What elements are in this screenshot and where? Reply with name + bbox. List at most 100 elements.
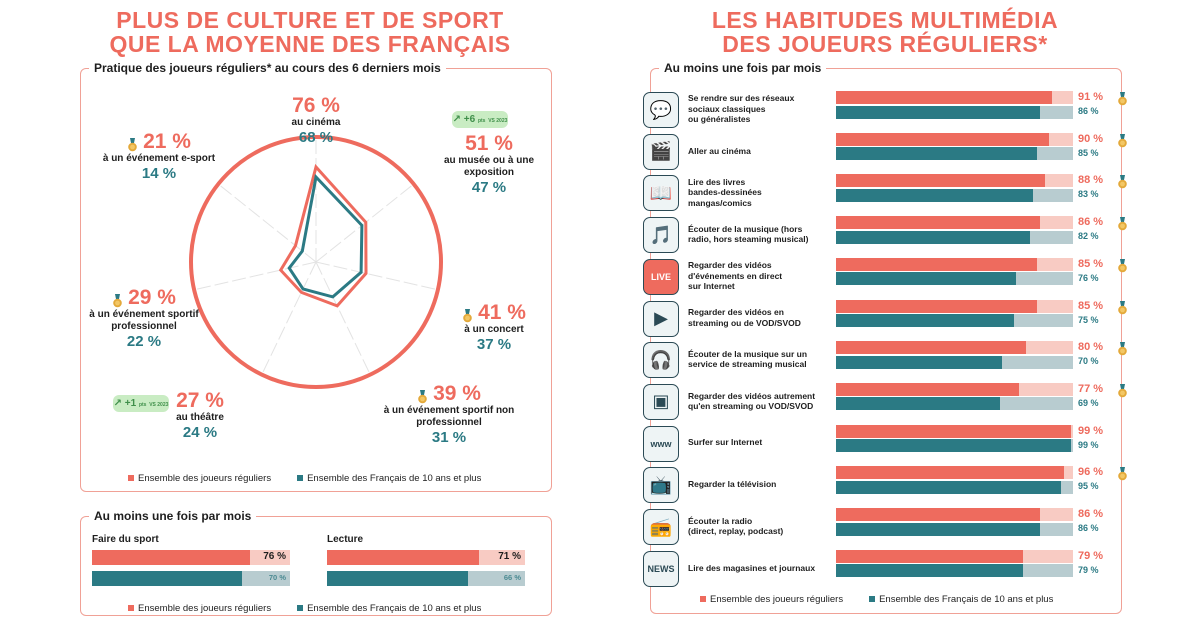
headphones-icon: 🎧 <box>643 342 679 379</box>
right-title-line1: LES HABITUDES MULTIMÉDIA <box>711 7 1059 33</box>
medal-icon <box>112 291 123 308</box>
radar-label-3: 39 % à un événement sportif non professio… <box>378 383 520 447</box>
radar-value-players: 21 % <box>94 131 224 153</box>
multimedia-bar-10-1 <box>836 522 1073 536</box>
radar-value-players: 27 % <box>176 389 224 412</box>
radio-icon: 📻 <box>643 509 679 545</box>
www-icon: www <box>643 425 679 462</box>
multimedia-bar-9-0 <box>836 466 1073 480</box>
radar-category-label: à un événement e-sport <box>102 153 216 164</box>
multimedia-category-label: Écouter la radio (direct, replay, podcast… <box>688 515 784 537</box>
change-badge-theatre: ↗ +1 pts VS 2023 <box>113 395 169 412</box>
left-title-line1: PLUS DE CULTURE ET DE SPORT <box>116 7 504 33</box>
monthly-legend: Ensemble des joueurs réguliers Ensemble … <box>128 603 481 614</box>
bar-value-label: 85 % <box>1078 147 1099 158</box>
radar-category-label: au musée ou à une exposition <box>443 155 535 178</box>
music-player-icon: 🎵 <box>643 217 679 254</box>
radar-value-players: 51 % <box>465 132 513 155</box>
multimedia-bar-0-1 <box>836 105 1073 119</box>
radar-label-6: 21 % à un événement e-sport 14 % <box>94 131 224 183</box>
bar-fill <box>836 480 1062 494</box>
multimedia-bar-6-0 <box>836 341 1073 355</box>
multimedia-bar-2-1 <box>836 188 1073 202</box>
radar-value-french: 24 % <box>182 424 218 441</box>
bar-fill <box>836 216 1040 230</box>
trend-up-icon: ↗ <box>113 398 125 409</box>
multimedia-category-label: Regarder des vidéos en streaming ou de VO… <box>688 307 801 328</box>
bar-fill <box>836 132 1050 146</box>
bar-fill <box>836 439 1071 453</box>
medal-icon <box>1117 217 1128 231</box>
right-title-line2: DES JOUEURS RÉGULIERS* <box>722 31 1048 57</box>
multimedia-bar-7-1 <box>836 397 1073 411</box>
radar-value-players: 39 % <box>378 383 520 405</box>
bar-fill <box>836 299 1038 313</box>
bar-value-label: 76 % <box>263 551 286 562</box>
video-play-icon: ▶ <box>643 300 679 337</box>
medal-icon <box>1117 342 1128 356</box>
radar-label-5: 29 % à un événement sportif professionnel… <box>84 287 204 351</box>
multimedia-bar-8-1 <box>836 439 1073 453</box>
bar-fill <box>836 341 1026 355</box>
bar-value-label: 77 % <box>1078 382 1104 395</box>
multimedia-category-label: Regarder la télévision <box>688 479 777 490</box>
multimedia-category-label: Surfer sur Internet <box>688 437 763 448</box>
monthly-bar-1-0: 71 % <box>327 550 525 565</box>
bar-value-label: 75 % <box>1078 314 1099 325</box>
bar-value-label: 86 % <box>1078 106 1099 116</box>
radar-label-2: 41 % à un concert 37 % <box>438 302 550 354</box>
medal-icon <box>1117 467 1128 481</box>
medal-icon <box>1117 133 1128 148</box>
medal-icon <box>462 306 473 323</box>
multimedia-bar-1-1 <box>836 147 1073 161</box>
badge-theatre-sub: VS 2023 <box>149 402 169 408</box>
monthly-bar-0-0: 76 % <box>92 550 290 565</box>
bar-value-label: 70 % <box>268 573 286 582</box>
multimedia-category-label: Regarder des vidéos d'événements en direc… <box>688 260 783 292</box>
multimedia-bar-8-0 <box>836 424 1073 438</box>
radar-panel-label: Pratique des joueurs réguliers* au cours… <box>89 60 446 76</box>
monthly-panel-label: Au moins une fois par mois <box>89 508 257 524</box>
multimedia-bar-4-0 <box>836 257 1073 271</box>
multimedia-bar-11-1 <box>836 564 1073 578</box>
multimedia-legend: Ensemble des joueurs réguliers Ensemble … <box>700 594 1053 605</box>
bar-value-label: 90 % <box>1078 132 1104 145</box>
radar-value-players: 76 % <box>292 94 340 117</box>
medal-icon <box>1117 92 1128 106</box>
medal-icon <box>1117 258 1128 273</box>
multimedia-category-label: Lire des livres bandes-dessinées mangas/co… <box>688 176 762 208</box>
left-title: PLUS DE CULTURE ET DE SPORT QUE LA MOYEN… <box>60 8 560 56</box>
multimedia-category-label: Lire des magasines et journaux <box>688 562 816 573</box>
bar-fill <box>92 571 242 586</box>
bar-fill <box>836 188 1033 202</box>
video-screen-icon: ▣ <box>643 383 679 420</box>
bar-fill <box>327 550 479 565</box>
bar-value-label: 76 % <box>1078 272 1099 283</box>
radar-value-players: 29 % <box>84 287 204 309</box>
legend-french: Ensemble des Français de 10 ans et plus <box>297 603 481 614</box>
bar-value-label: 91 % <box>1078 91 1104 103</box>
television-icon: 📺 <box>643 467 679 504</box>
bar-fill <box>836 147 1038 161</box>
bar-value-label: 71 % <box>498 551 521 562</box>
badge-theatre-text: +1 <box>124 398 137 409</box>
right-title: LES HABITUDES MULTIMÉDIA DES JOUEURS RÉG… <box>630 8 1140 56</box>
radar-value-french: 37 % <box>476 336 512 353</box>
multimedia-category-label: Écouter de la musique sur un service de s… <box>688 348 808 370</box>
bar-value-label: 83 % <box>1078 189 1099 200</box>
change-badge-museum: ↗ +6 pts VS 2023 <box>452 111 508 128</box>
badge-museum-sub: VS 2023 <box>488 118 508 124</box>
books-icon: 📖 <box>643 175 679 212</box>
legend-players: Ensemble des joueurs réguliers <box>128 473 271 484</box>
radar-category-label: à un événement sportif professionnel <box>89 309 199 332</box>
bar-fill <box>836 91 1052 104</box>
multimedia-bar-5-1 <box>836 314 1073 327</box>
multimedia-bar-5-0 <box>836 299 1073 313</box>
multimedia-category-label: Regarder des vidéos autrement qu'en strea… <box>688 390 816 412</box>
monthly-bar-1-1: 66 % <box>327 571 525 586</box>
bar-value-label: 86 % <box>1078 523 1099 533</box>
radar-value-french: 22 % <box>126 333 162 350</box>
bar-value-label: 86 % <box>1078 508 1104 520</box>
legend-players: Ensemble des joueurs réguliers <box>128 603 271 614</box>
radar-legend: Ensemble des joueurs réguliers Ensemble … <box>128 473 481 484</box>
